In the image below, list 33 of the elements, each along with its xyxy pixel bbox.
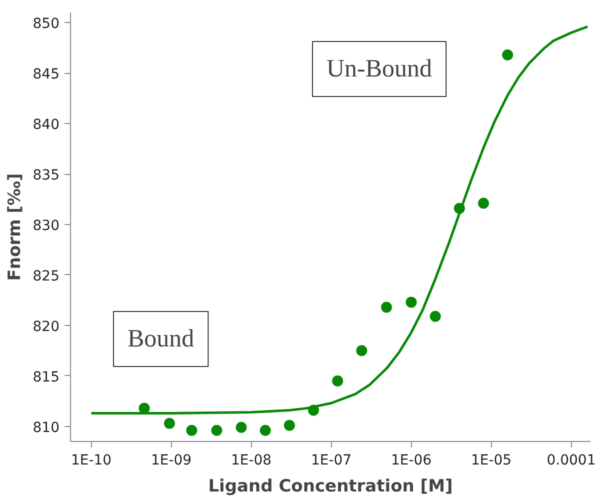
x-tick-label: 1E-07 bbox=[310, 452, 352, 468]
x-tick-label: 0.0001 bbox=[546, 452, 596, 468]
annotation: Bound bbox=[128, 326, 195, 352]
point bbox=[284, 420, 295, 431]
point bbox=[380, 302, 392, 313]
point bbox=[164, 418, 175, 429]
x-tick-label: 1E-08 bbox=[230, 452, 272, 468]
point bbox=[211, 424, 222, 436]
y-tick-label: 815 bbox=[32, 369, 60, 386]
point bbox=[260, 424, 271, 436]
y-tick-label: 820 bbox=[32, 318, 60, 335]
y-tick-label: 835 bbox=[32, 168, 60, 184]
y-tick-label: 845 bbox=[32, 66, 60, 83]
point bbox=[356, 345, 368, 356]
x-tick-label: 1E-10 bbox=[70, 452, 112, 468]
point bbox=[332, 375, 344, 386]
annotation: Un-Bound bbox=[326, 56, 433, 82]
y-tick-label: 830 bbox=[32, 218, 60, 234]
x-tick-label: 1E-05 bbox=[470, 452, 512, 468]
y-tick-label: 840 bbox=[32, 117, 60, 134]
point bbox=[478, 198, 490, 209]
y-axis-title: Fnorm [‰] bbox=[4, 173, 25, 281]
x-axis-title: Ligand Concentration [M] bbox=[208, 476, 453, 496]
point bbox=[430, 310, 441, 322]
y-tick-label: 850 bbox=[32, 16, 60, 32]
point bbox=[186, 424, 198, 436]
x-tick-label: 1E-09 bbox=[150, 452, 192, 468]
y-tick-label: 825 bbox=[32, 268, 60, 284]
point bbox=[236, 422, 247, 433]
point bbox=[502, 49, 514, 60]
y-tick-label: 810 bbox=[32, 420, 60, 436]
x-tick-label: 1E-06 bbox=[390, 452, 432, 468]
point bbox=[406, 296, 417, 308]
